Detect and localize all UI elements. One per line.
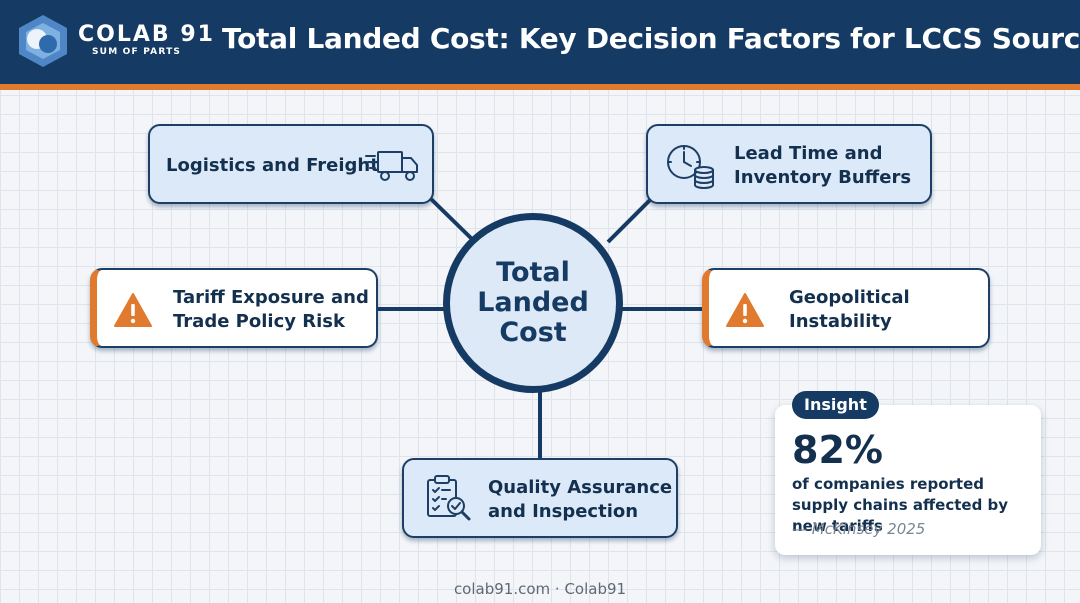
clock-coins-icon (667, 145, 714, 189)
factor-card-quality: Quality Assurance and Inspection (402, 458, 678, 538)
page-title: Total Landed Cost: Key Decision Factors … (222, 22, 1080, 55)
brand-tagline: SUM OF PARTS (92, 47, 182, 57)
insight-card (775, 405, 1041, 555)
insight-source: — McKinsey 2025 (792, 520, 926, 538)
factor-card-lead-time: Lead Time and Inventory Buffers (646, 124, 932, 204)
warning-icon (114, 293, 152, 327)
factor-label-lead-time-line1: Lead Time and (734, 143, 883, 164)
factor-label-quality-line1: Quality Assurance (488, 477, 673, 498)
factor-label-quality-line2: and Inspection (488, 501, 639, 522)
hub-total-landed-cost: Total Landed Cost (443, 213, 623, 393)
insight-badge: Insight (792, 391, 879, 419)
connector-lead-time (606, 196, 654, 244)
clipboard-inspect-icon (427, 475, 471, 521)
hub-label: Total Landed Cost (477, 257, 589, 348)
factor-label-tariff-line1: Tariff Exposure and (173, 287, 369, 308)
factor-label-tariff-line2: Trade Policy Risk (173, 311, 345, 332)
colab-logo-icon (19, 15, 67, 67)
header-bar: COLAB 91 SUM OF PARTS Total Landed Cost:… (0, 0, 1080, 84)
brand-name: COLAB 91 (78, 22, 215, 47)
factor-label-geopolitical-line1: Geopolitical (789, 287, 910, 308)
warning-icon (726, 293, 764, 327)
factor-label-logistics: Logistics and Freight (166, 155, 379, 176)
factor-label-geopolitical-line2: Instability (789, 311, 892, 332)
factor-label-lead-time-line2: Inventory Buffers (734, 167, 912, 188)
footer-credit: colab91.com · Colab91 (453, 580, 627, 598)
factor-card-geopolitical: Geopolitical Instability (702, 268, 990, 348)
delivery-truck-icon (365, 151, 418, 181)
header-accent-stripe (0, 84, 1080, 90)
factor-card-logistics: Logistics and Freight (148, 124, 434, 204)
insight-description: of companies reported supply chains affe… (792, 475, 1009, 535)
insight-stat: 82% (792, 428, 883, 472)
factor-card-tariff: Tariff Exposure and Trade Policy Risk (90, 268, 378, 348)
connector-logistics (428, 196, 477, 244)
